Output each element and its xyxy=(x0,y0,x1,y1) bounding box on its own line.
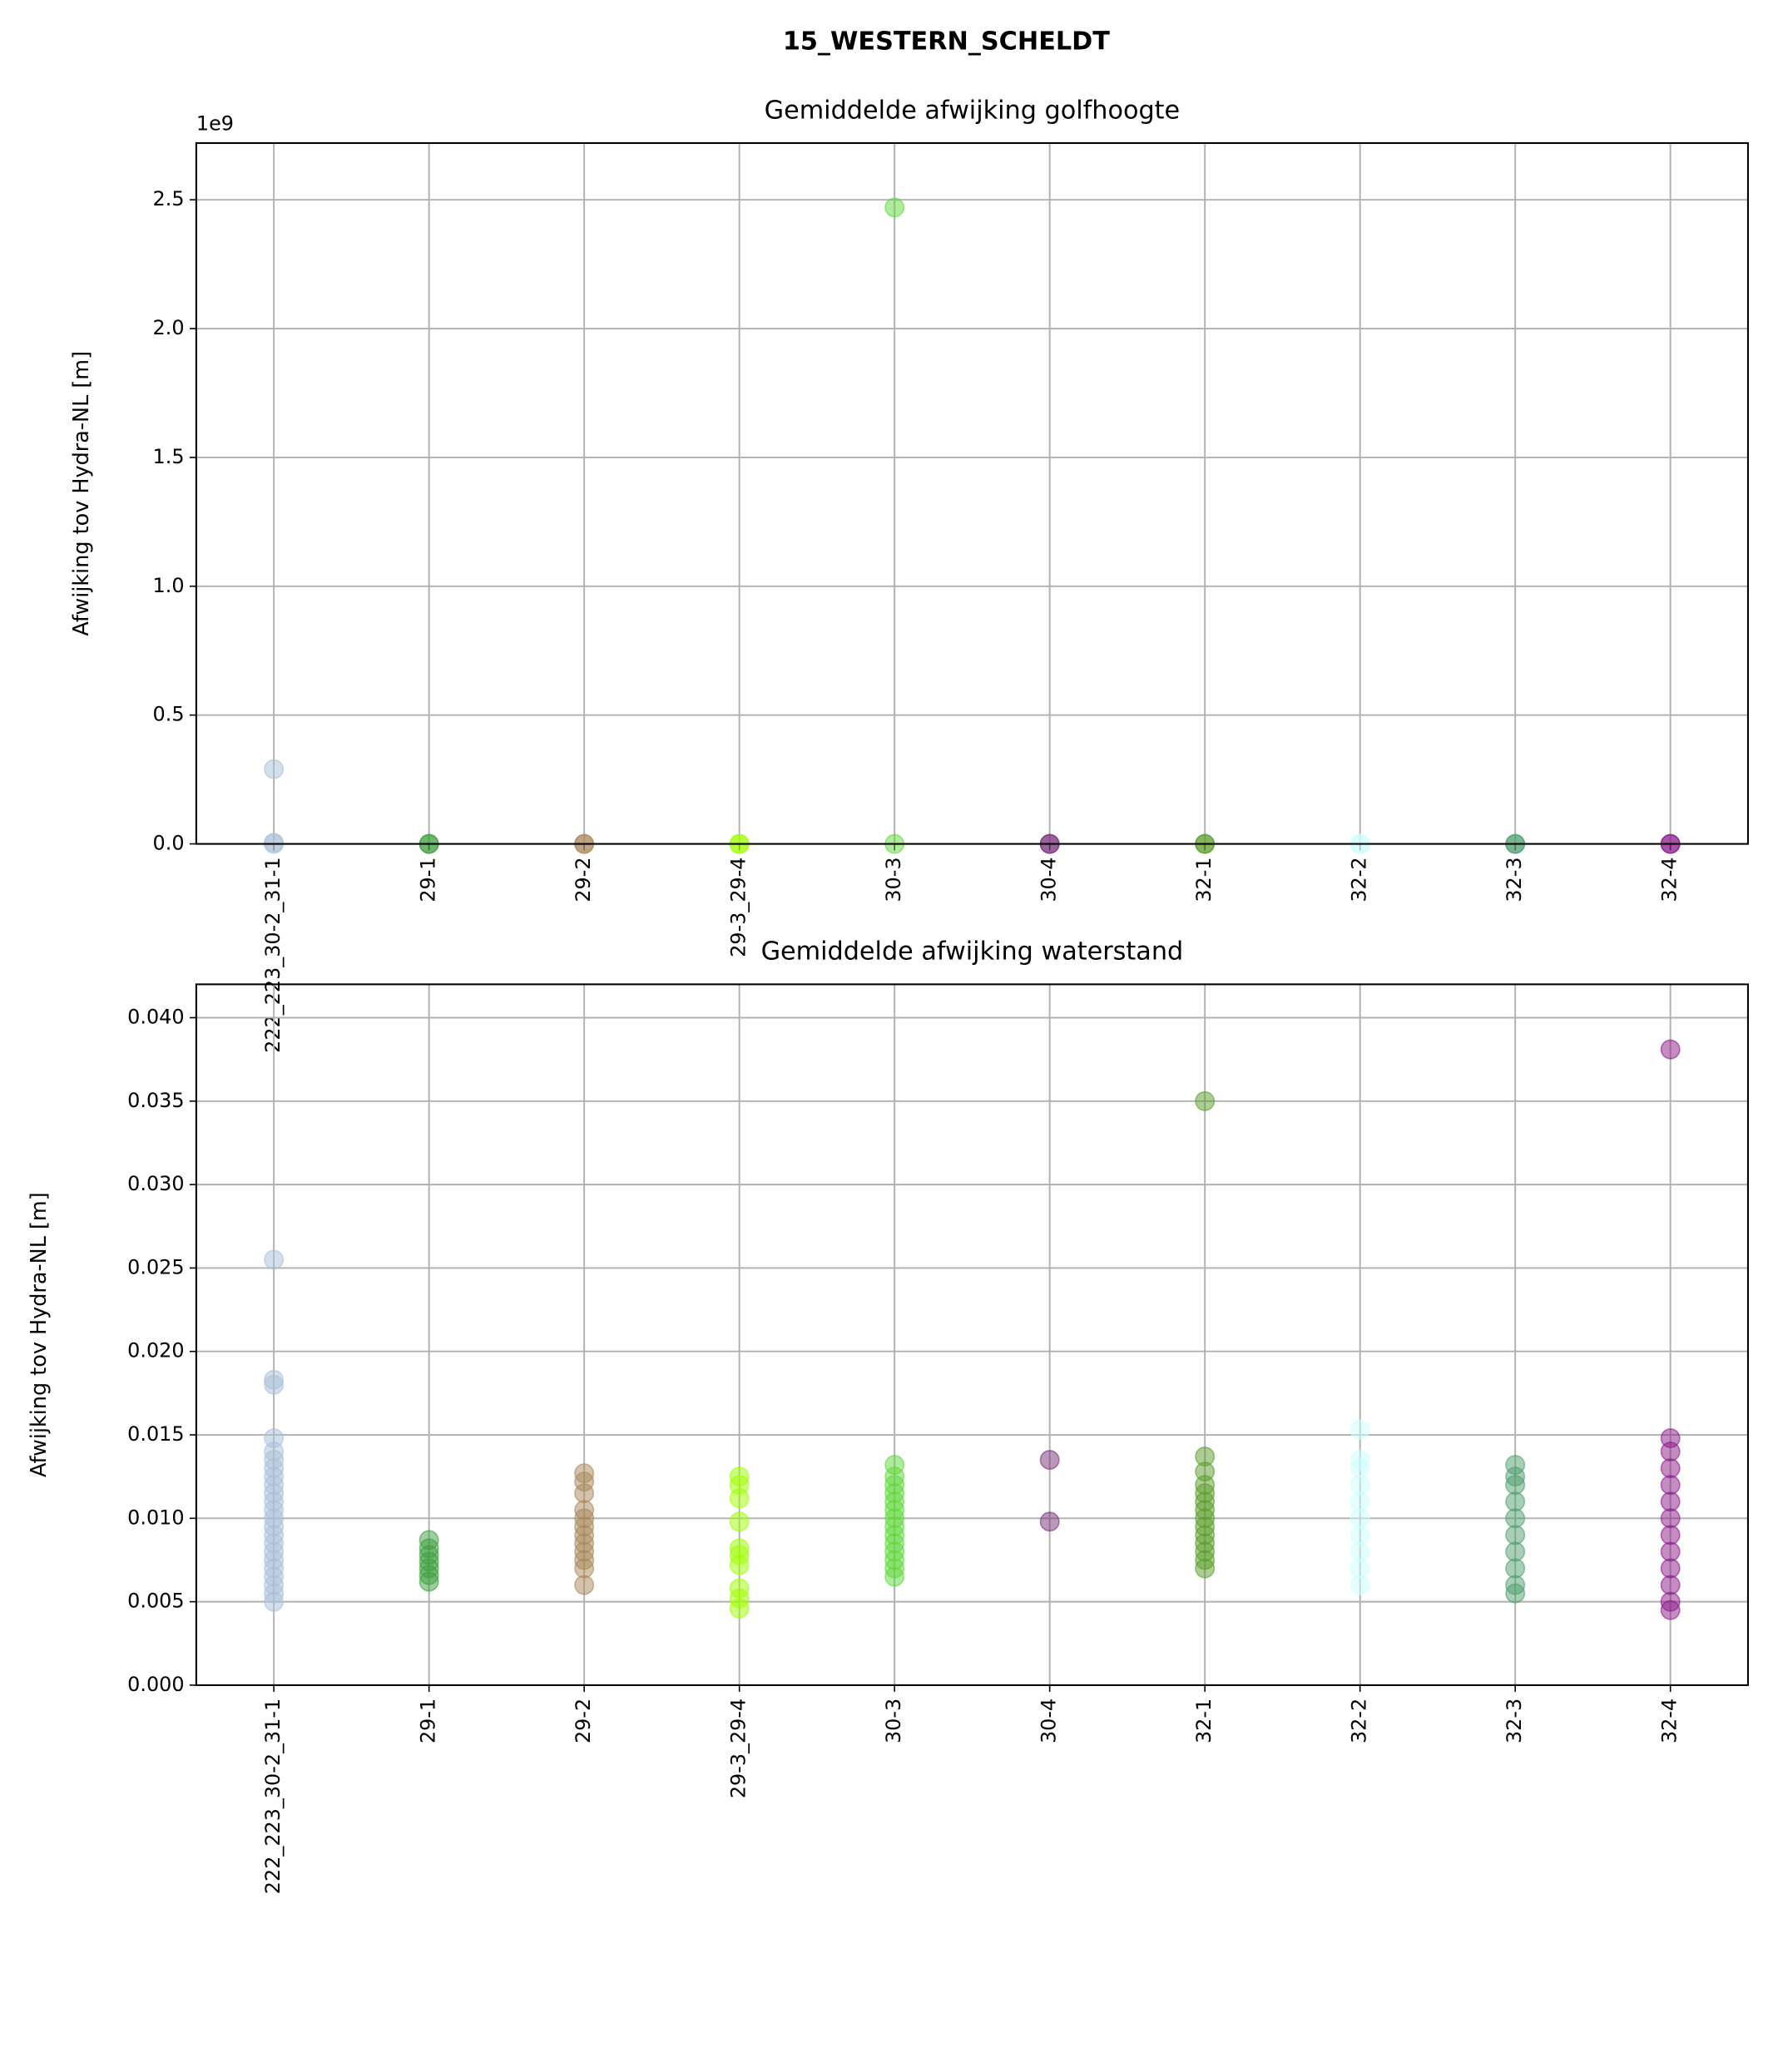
x-tick-label: 32-1 xyxy=(1192,857,1216,902)
point xyxy=(1505,1525,1526,1545)
point xyxy=(1505,1583,1526,1604)
point xyxy=(574,1575,595,1595)
point xyxy=(1660,1600,1681,1620)
point xyxy=(884,1566,905,1587)
x-tick-label: 30-3 xyxy=(882,1699,905,1743)
y-tick-label: 2.0 xyxy=(153,316,185,339)
point xyxy=(1660,1441,1681,1462)
y-tick-label: 0.5 xyxy=(153,703,185,726)
x-tick-label: 29-2 xyxy=(572,1699,595,1743)
x-tick-label: 29-3_29-4 xyxy=(727,1699,750,1798)
point xyxy=(1039,1511,1060,1532)
x-tick-label: 29-3_29-4 xyxy=(727,857,750,957)
point xyxy=(729,1488,750,1509)
x-tick-label: 32-2 xyxy=(1348,857,1371,902)
point xyxy=(264,1591,285,1612)
point xyxy=(1660,1039,1681,1060)
y-tick-label: 0.030 xyxy=(127,1172,184,1195)
point xyxy=(1505,1508,1526,1529)
point xyxy=(418,1571,439,1592)
y-axis-label: Afwijking tov Hydra-NL [m] xyxy=(69,351,94,636)
axes-frame xyxy=(195,141,1749,845)
y-tick-label: 1.0 xyxy=(153,574,185,597)
y-tick-label: 0.010 xyxy=(127,1506,184,1529)
point xyxy=(1660,1475,1681,1496)
point xyxy=(1039,1450,1060,1471)
y-tick-label: 0.0 xyxy=(153,832,185,855)
point xyxy=(1660,1575,1681,1595)
point xyxy=(1350,1420,1370,1440)
point xyxy=(574,1483,595,1504)
point xyxy=(1195,1090,1216,1111)
point xyxy=(1195,1558,1216,1579)
point xyxy=(264,1374,285,1395)
x-tick-label: 222_223_30-2_31-1 xyxy=(261,1699,285,1894)
point xyxy=(1505,1558,1526,1579)
y-tick-label: 0.040 xyxy=(127,1006,184,1029)
figure-title: 15_WESTERN_SCHELDT xyxy=(783,27,1110,56)
x-tick-label: 30-3 xyxy=(882,857,905,902)
point xyxy=(1660,1525,1681,1545)
point xyxy=(1350,1491,1370,1512)
x-tick-label: 32-1 xyxy=(1192,1699,1216,1743)
axes-frame xyxy=(195,983,1749,1686)
point xyxy=(574,1558,595,1579)
point xyxy=(1505,1541,1526,1562)
point xyxy=(1660,1458,1681,1479)
x-tick-label: 32-4 xyxy=(1658,1699,1681,1743)
x-tick-label: 32-3 xyxy=(1503,857,1526,902)
point xyxy=(1505,1491,1526,1512)
point xyxy=(729,1511,750,1532)
point xyxy=(1350,1508,1370,1529)
point xyxy=(1350,1575,1370,1595)
x-tick-label: 32-3 xyxy=(1503,1699,1526,1743)
point xyxy=(1350,1458,1370,1479)
x-tick-label: 29-1 xyxy=(417,857,440,902)
axes-title: Gemiddelde afwijking waterstand xyxy=(761,937,1184,967)
y-tick-label: 0.035 xyxy=(127,1089,184,1112)
offset-label: 1e9 xyxy=(196,112,234,136)
x-tick-label: 30-4 xyxy=(1038,1699,1061,1743)
point xyxy=(884,197,905,218)
x-tick-label: 32-2 xyxy=(1348,1699,1371,1743)
x-tick-label: 29-1 xyxy=(417,1699,440,1743)
point xyxy=(1660,1508,1681,1529)
point xyxy=(1660,1558,1681,1579)
point xyxy=(1350,1525,1370,1545)
point xyxy=(1350,1541,1370,1562)
point xyxy=(1505,1475,1526,1496)
y-tick-label: 0.025 xyxy=(127,1255,184,1278)
y-tick-label: 0.000 xyxy=(127,1673,184,1696)
y-tick-label: 1.5 xyxy=(153,445,185,468)
x-tick-label: 30-4 xyxy=(1038,857,1061,902)
y-tick-label: 0.005 xyxy=(127,1590,184,1613)
point xyxy=(1350,1558,1370,1579)
point xyxy=(264,759,285,779)
y-tick-label: 0.020 xyxy=(127,1339,184,1362)
y-tick-label: 0.015 xyxy=(127,1422,184,1446)
point xyxy=(1660,1541,1681,1562)
y-tick-label: 2.5 xyxy=(153,187,185,210)
point xyxy=(1660,1491,1681,1512)
x-tick-label: 222_223_30-2_31-1 xyxy=(261,857,285,1052)
point xyxy=(729,1555,750,1575)
point xyxy=(729,1598,750,1619)
y-axis-label: Afwijking tov Hydra-NL [m] xyxy=(27,1192,52,1477)
x-tick-label: 29-2 xyxy=(572,857,595,902)
axes-title: Gemiddelde afwijking golfhoogte xyxy=(765,96,1181,125)
point xyxy=(264,1249,285,1270)
point xyxy=(1350,1475,1370,1496)
x-tick-label: 32-4 xyxy=(1658,857,1681,902)
